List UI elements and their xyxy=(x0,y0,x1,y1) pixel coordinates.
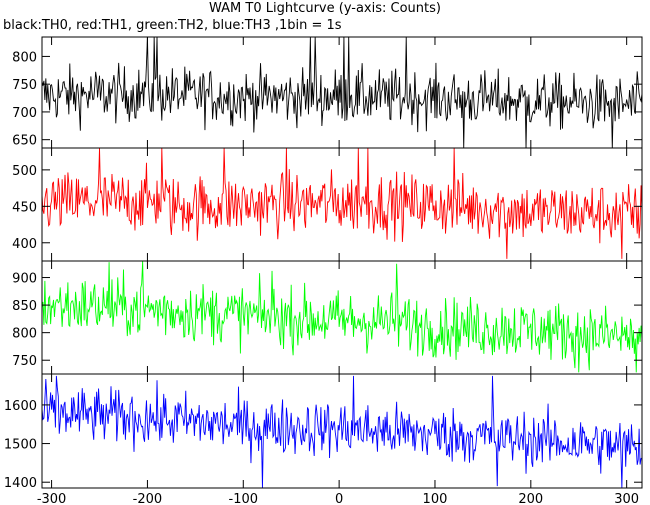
chart-subtitle: black:TH0, red:TH1, green:TH2, blue:TH3 … xyxy=(3,18,342,33)
series-th0-line xyxy=(42,37,642,148)
y-tick-label: 700 xyxy=(12,106,37,121)
series-th1-line xyxy=(42,148,642,259)
chart-title: WAM T0 Lightcurve (y-axis: Counts) xyxy=(209,1,441,16)
series-th3-line xyxy=(42,375,642,488)
x-tick-label: 100 xyxy=(423,492,448,505)
y-tick-label: 750 xyxy=(12,354,37,369)
y-tick-label: 900 xyxy=(12,272,37,287)
y-tick-label: 1500 xyxy=(4,438,37,453)
x-tick-label: 300 xyxy=(614,492,639,505)
x-tick-label: 0 xyxy=(335,492,343,505)
y-tick-label: 400 xyxy=(12,237,37,252)
series-th2-line xyxy=(42,261,642,373)
panel-th1: 400 450 500 xyxy=(12,147,643,262)
panel-th3: 1400 1500 1600 xyxy=(4,373,643,491)
y-tick-label: 1400 xyxy=(4,476,37,491)
x-tick-label: 200 xyxy=(518,492,543,505)
y-tick-label: 850 xyxy=(12,299,37,314)
x-tick-label: -300 xyxy=(37,492,67,505)
y-tick-label: 650 xyxy=(12,134,37,149)
y-tick-label: 800 xyxy=(12,50,37,65)
panel-th2: 750 800 850 900 xyxy=(12,260,643,375)
y-tick-label: 1600 xyxy=(4,399,37,414)
panel-frame xyxy=(41,36,643,149)
panel-frame xyxy=(41,373,643,489)
x-tick-label: -200 xyxy=(133,492,163,505)
y-tick-label: 800 xyxy=(12,327,37,342)
y-tick-label: 750 xyxy=(12,78,37,93)
y-tick-label: 450 xyxy=(12,200,37,215)
y-tick-label: 500 xyxy=(12,164,37,179)
panel-th0: 650 700 750 800 xyxy=(12,36,643,149)
x-tick-label: -100 xyxy=(229,492,259,505)
